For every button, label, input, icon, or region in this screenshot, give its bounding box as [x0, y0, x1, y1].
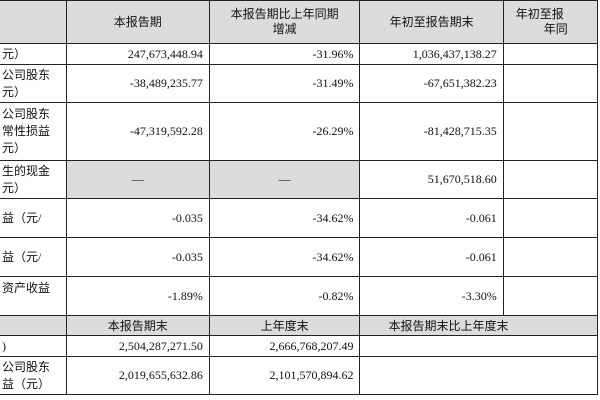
- row-label-line: 资产收益: [2, 281, 51, 295]
- ytd-change-value: [502, 198, 599, 238]
- header-ytd-change: 年初至报 年同: [502, 0, 599, 44]
- balance-header-label-cell: [0, 315, 67, 336]
- header-change-line2: 增减: [272, 22, 297, 36]
- header-label-cell: [0, 0, 67, 44]
- current-value: -47,319,592.28: [65, 102, 210, 161]
- row-label: 益（元/: [0, 198, 67, 238]
- table-row: 资产收益 -1.89% -0.82% -3.30%: [0, 276, 599, 316]
- row-label: ): [0, 335, 67, 357]
- row-label-line: 常性损益: [2, 124, 51, 138]
- prior-value: 2,666,768,207.49: [208, 335, 361, 357]
- row-label: 公司股东 益（元）: [0, 356, 67, 395]
- change-value: [359, 356, 598, 395]
- header-ytd-change-line1: 年初至报: [515, 7, 564, 21]
- table-row: 公司股东 元） -38,489,235.77 -31.49% -67,651,3…: [0, 64, 599, 103]
- ytd-value: -0.061: [359, 237, 504, 277]
- ytd-change-value: [502, 276, 599, 316]
- ytd-change-value: [502, 102, 599, 161]
- header-change-yoy: 本报告期比上年同期 增减: [208, 0, 361, 44]
- row-label-line: 元）: [2, 46, 27, 61]
- row-label-line: 元）: [2, 84, 27, 99]
- row-label-line: 公司股东: [2, 107, 51, 121]
- change-value: -34.62%: [208, 198, 361, 238]
- row-label-line: 公司股东: [2, 67, 51, 82]
- current-value: -0.035: [65, 198, 210, 238]
- table-row: 益（元/ -0.035 -34.62% -0.061: [0, 198, 599, 238]
- ytd-change-value: [502, 64, 599, 103]
- change-value: -26.29%: [208, 102, 361, 161]
- ytd-value: -67,651,382.23: [359, 64, 504, 103]
- row-label-line: 元）: [2, 180, 27, 195]
- header-row: 本报告期 本报告期比上年同期 增减 年初至报告期末 年初至报 年同: [0, 0, 599, 44]
- row-label: 益（元/: [0, 237, 67, 277]
- table-row: 公司股东 常性损益 元） -47,319,592.28 -26.29% -81,…: [0, 102, 599, 161]
- change-value: -34.62%: [208, 237, 361, 277]
- current-value: -38,489,235.77: [65, 64, 210, 103]
- balance-header-current: 本报告期末: [65, 315, 210, 336]
- change-value: [359, 335, 598, 357]
- row-label-line: 益（元/: [2, 210, 42, 225]
- ytd-value: 51,670,518.60: [359, 160, 504, 199]
- ytd-value: -0.061: [359, 198, 504, 238]
- current-value: —: [65, 160, 210, 199]
- row-label: 资产收益: [0, 276, 67, 316]
- balance-header-change: 本报告期末比上年度末: [359, 315, 598, 336]
- current-value: -0.035: [65, 237, 210, 277]
- row-label-line: 益（元/: [2, 249, 42, 264]
- ytd-value: -3.30%: [359, 276, 504, 316]
- current-value: 2,019,655,632.86: [65, 356, 210, 395]
- prior-value: 2,101,570,894.62: [208, 356, 361, 395]
- ytd-value: 1,036,437,138.27: [359, 43, 504, 65]
- current-value: 247,673,448.94: [65, 43, 210, 65]
- change-value: —: [208, 160, 361, 199]
- header-ytd-change-line2: 年同: [543, 22, 568, 36]
- row-label-line: 公司股东: [2, 359, 51, 374]
- row-label-line: 益（元）: [2, 376, 51, 391]
- table-row: 生的现金 元） — — 51,670,518.60: [0, 160, 599, 199]
- table-row: 元） 247,673,448.94 -31.96% 1,036,437,138.…: [0, 43, 599, 65]
- header-current-period: 本报告期: [65, 0, 210, 44]
- change-value: -0.82%: [208, 276, 361, 316]
- balance-header-prior: 上年度末: [208, 315, 361, 336]
- ytd-change-value: [502, 43, 599, 65]
- row-label: 公司股东 常性损益 元）: [0, 102, 67, 161]
- current-value: 2,504,287,271.50: [65, 335, 210, 357]
- row-label: 公司股东 元）: [0, 64, 67, 103]
- row-label-line: 生的现金: [2, 163, 51, 178]
- header-ytd: 年初至报告期末: [359, 0, 504, 44]
- current-value: -1.89%: [65, 276, 210, 316]
- ytd-change-value: [502, 237, 599, 277]
- row-label: 生的现金 元）: [0, 160, 67, 199]
- table-row: 公司股东 益（元） 2,019,655,632.86 2,101,570,894…: [0, 356, 598, 395]
- row-label-line: 元）: [2, 141, 27, 155]
- change-value: -31.49%: [208, 64, 361, 103]
- row-label-line: ): [2, 338, 6, 353]
- change-value: -31.96%: [208, 43, 361, 65]
- header-change-line1: 本报告期比上年同期: [230, 7, 339, 21]
- ytd-change-value: [502, 160, 599, 199]
- ytd-value: -81,428,715.35: [359, 102, 504, 161]
- table-row: 益（元/ -0.035 -34.62% -0.061: [0, 237, 599, 277]
- row-label: 元）: [0, 43, 67, 65]
- table-row: ) 2,504,287,271.50 2,666,768,207.49: [0, 335, 598, 357]
- balance-header-row: 本报告期末 上年度末 本报告期末比上年度末: [0, 315, 598, 336]
